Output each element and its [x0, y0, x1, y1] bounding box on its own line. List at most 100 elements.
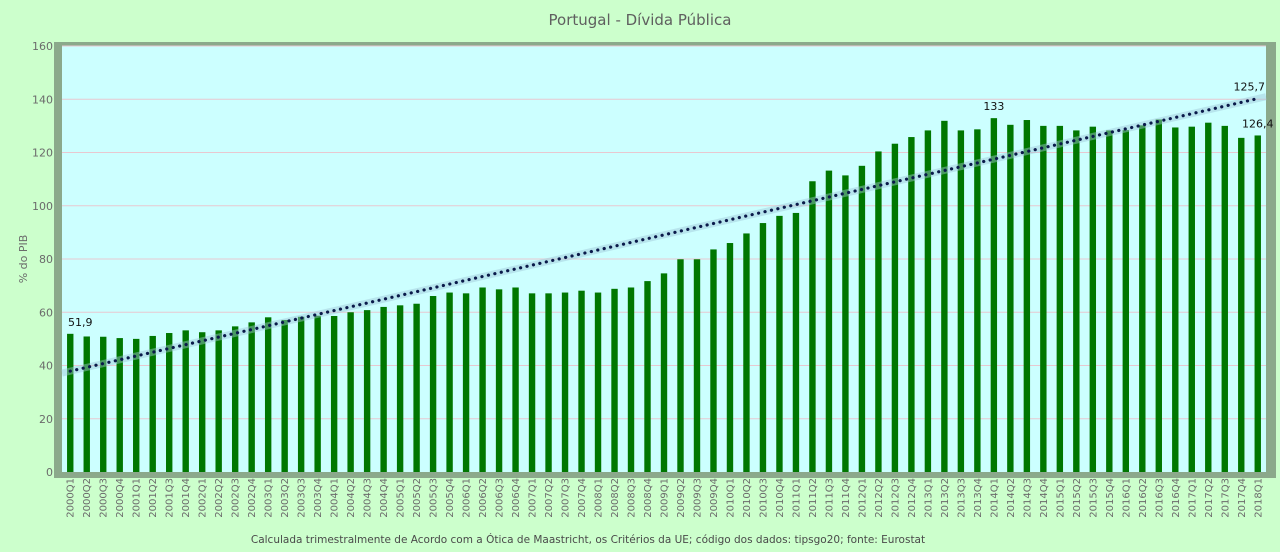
bar-2000Q2 [83, 336, 90, 472]
bar-2001Q4 [182, 330, 189, 472]
x-tick-label: 2015Q1 [1055, 478, 1066, 518]
x-tick-label: 2017Q4 [1237, 478, 1248, 518]
x-tick-label: 2011Q1 [791, 478, 802, 518]
x-tick-label: 2008Q1 [594, 478, 605, 518]
bar-2017Q1 [1188, 126, 1195, 472]
data-label: 126,4 [1242, 117, 1274, 130]
bar-2017Q4 [1238, 137, 1245, 472]
bar-2008Q3 [627, 287, 635, 472]
x-tick-label: 2011Q3 [824, 478, 835, 518]
x-tick-label: 2013Q2 [940, 478, 951, 518]
bar-2013Q2 [941, 120, 948, 472]
x-tick-label: 2010Q4 [775, 478, 786, 518]
bar-2009Q2 [677, 259, 684, 472]
bar-2003Q1 [264, 317, 272, 472]
bar-2001Q3 [166, 333, 173, 472]
x-tick-label: 2008Q2 [610, 478, 621, 518]
bar-2011Q1 [792, 212, 800, 472]
x-tick-label: 2008Q3 [627, 478, 638, 518]
x-tick-label: 2014Q4 [1039, 478, 1050, 518]
chart-title: Portugal - Dívida Pública [549, 11, 732, 29]
bar-2015Q3 [1089, 126, 1097, 472]
x-tick-label: 2016Q1 [1121, 478, 1132, 518]
bar-2007Q2 [545, 293, 552, 472]
bar-2006Q4 [512, 287, 519, 472]
x-tick-label: 2017Q1 [1187, 478, 1198, 518]
x-tick-label: 2006Q2 [478, 478, 489, 518]
x-tick-label: 2018Q1 [1253, 478, 1264, 518]
x-tick-label: 2006Q1 [462, 478, 473, 518]
bar-2017Q2 [1205, 122, 1212, 473]
x-tick-label: 2012Q4 [907, 478, 918, 518]
x-tick-label: 2009Q3 [692, 478, 703, 518]
x-tick-label: 2001Q1 [132, 478, 143, 518]
bar-2018Q1 [1254, 135, 1261, 472]
x-tick-label: 2012Q3 [890, 478, 901, 518]
x-tick-label: 2005Q1 [396, 478, 407, 518]
y-tick-label: 160 [32, 40, 53, 53]
x-tick-label: 2007Q2 [544, 478, 555, 518]
data-labels: 51,9 133 126,4 125,7 [68, 81, 1274, 329]
x-tick-label: 2004Q4 [379, 478, 390, 518]
x-tick-label: 2003Q3 [297, 478, 308, 518]
x-tick-label: 2000Q2 [82, 478, 93, 518]
bar-2000Q3 [100, 336, 107, 472]
bar-2011Q4 [842, 175, 849, 472]
bar-2003Q2 [281, 319, 288, 472]
bar-2006Q2 [479, 287, 486, 472]
bar-2005Q4 [446, 292, 453, 472]
x-tick-label: 2005Q2 [412, 478, 423, 518]
x-tick-label: 2004Q2 [346, 478, 357, 518]
y-tick-label: 60 [39, 306, 53, 319]
x-tick-label: 2008Q4 [643, 478, 654, 518]
y-tick-label: 80 [39, 253, 53, 266]
bar-2016Q4 [1172, 127, 1179, 472]
x-tick-label: 2005Q4 [445, 478, 456, 518]
bar-2005Q2 [413, 303, 420, 472]
bar-2012Q2 [875, 151, 882, 472]
bar-2012Q3 [891, 143, 899, 472]
x-axis-labels: 2000Q1 2000Q2 2000Q3 2000Q4 2001Q1 2001Q2 2001… [66, 478, 1265, 518]
x-tick-label: 2016Q4 [1171, 478, 1182, 518]
bar-2003Q3 [297, 316, 305, 472]
bar-2004Q2 [347, 312, 354, 472]
x-tick-label: 2001Q4 [181, 478, 192, 518]
data-label: 133 [983, 100, 1004, 113]
x-tick-label: 2014Q1 [989, 478, 1000, 518]
bar-2015Q2 [1073, 130, 1080, 472]
x-tick-label: 2017Q3 [1220, 478, 1231, 518]
x-tick-label: 2009Q2 [676, 478, 687, 518]
bar-2004Q1 [330, 315, 338, 472]
x-tick-label: 2010Q3 [758, 478, 769, 518]
trendline-dotted [68, 96, 1260, 373]
bar-2010Q4 [776, 215, 783, 472]
bar-2013Q4 [974, 129, 981, 472]
bar-2015Q4 [1106, 130, 1113, 472]
x-tick-label: 2013Q1 [923, 478, 934, 518]
gridlines [62, 45, 1266, 420]
bar-2001Q2 [149, 335, 156, 472]
y-tick-label: 20 [39, 413, 53, 426]
x-tick-label: 2002Q3 [231, 478, 242, 518]
x-tick-label: 2012Q1 [857, 478, 868, 518]
x-tick-label: 2004Q1 [330, 478, 341, 518]
x-tick-label: 2005Q3 [429, 478, 440, 518]
bar-2011Q3 [825, 170, 833, 473]
x-tick-label: 2006Q4 [511, 478, 522, 518]
x-tick-label: 2014Q3 [1022, 478, 1033, 518]
x-tick-label: 2000Q3 [99, 478, 110, 518]
x-tick-label: 2000Q4 [115, 478, 126, 518]
x-tick-label: 2010Q2 [742, 478, 753, 518]
x-tick-label: 2015Q4 [1105, 478, 1116, 518]
bar-2014Q3 [1023, 120, 1031, 472]
bar-2005Q3 [429, 296, 437, 472]
x-tick-label: 2015Q2 [1072, 478, 1083, 518]
x-tick-label: 2007Q1 [528, 478, 539, 518]
bar-2002Q1 [198, 332, 206, 472]
bars [67, 118, 1261, 473]
x-tick-label: 2015Q3 [1088, 478, 1099, 518]
x-tick-label: 2002Q2 [214, 478, 225, 518]
x-tick-label: 2010Q1 [725, 478, 736, 518]
x-tick-label: 2012Q2 [874, 478, 885, 518]
data-label: 51,9 [68, 316, 93, 329]
